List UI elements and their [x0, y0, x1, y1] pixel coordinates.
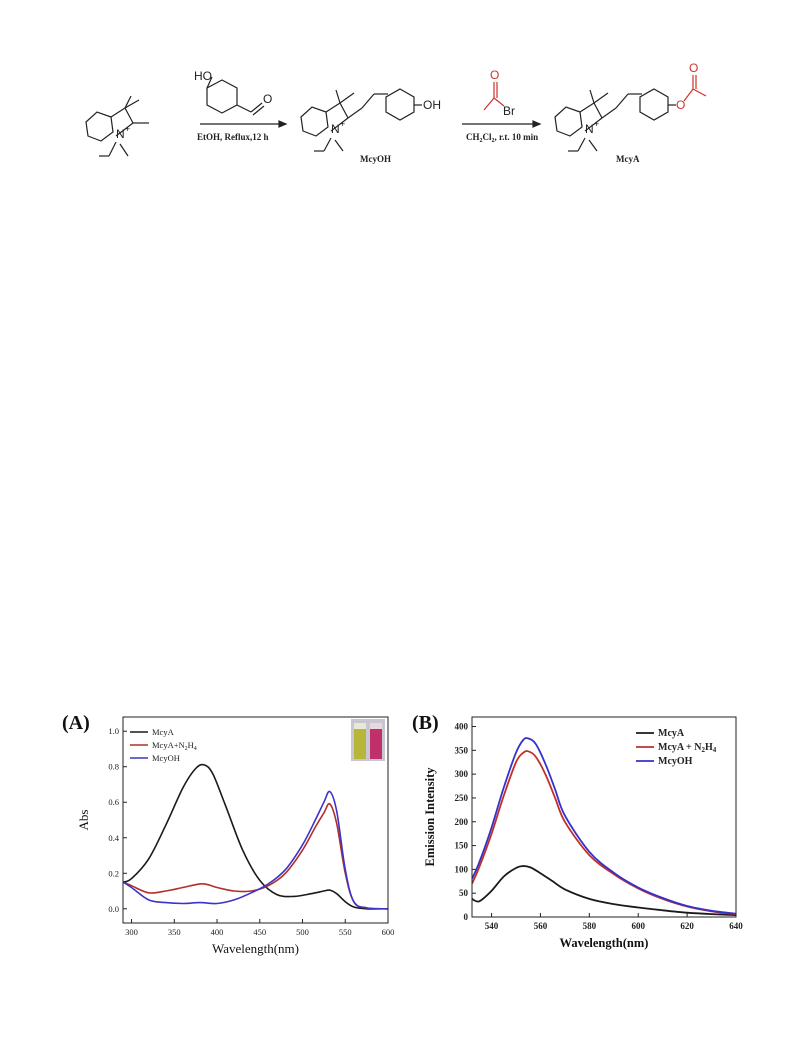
series-line-mcyoh [472, 737, 736, 915]
y-tick-label: 50 [459, 888, 469, 898]
series-line-mcya-n2h4 [123, 802, 388, 910]
absorbance-chart: (A) 300 350 400 450 500 550 600 0.0 0.2 0.4 0.6 0.8… [62, 712, 395, 956]
n-label-2: N [331, 122, 340, 136]
n-label-1: N [116, 127, 125, 141]
cuvette-inset [351, 719, 385, 761]
x-tick-label: 300 [125, 927, 138, 937]
mcyoh-molecule [300, 88, 422, 152]
product2-o2: O [689, 61, 698, 75]
y-tick-label: 300 [455, 769, 469, 779]
y-tick-label: 0.6 [108, 797, 119, 807]
panel-a-label: (A) [62, 712, 90, 734]
legend-label-mcya-n2h4: McyA+N2H4 [152, 740, 197, 752]
legend-label-mcya-n2h4: McyA + N2H4 [658, 742, 717, 754]
legend-label-mcyoh: McyOH [658, 756, 693, 767]
x-axis-label: Wavelength(nm) [212, 941, 299, 956]
condition-1: EtOH, Reflux,12 h [197, 132, 269, 142]
y-tick-label: 250 [455, 793, 469, 803]
acetyl-bromide [483, 82, 505, 111]
cuvette-yellow [354, 723, 366, 759]
x-tick-label: 450 [253, 927, 266, 937]
y-tick-label: 400 [455, 722, 469, 732]
y-tick-label: 0.0 [108, 904, 119, 914]
x-axis-label: Wavelength(nm) [560, 936, 649, 950]
series-line-mcyoh [123, 790, 388, 910]
plus-2: + [340, 119, 345, 129]
y-tick-label: 200 [455, 817, 469, 827]
condition-2: CH2Cl2, r.t. 10 min [466, 132, 538, 144]
legend-label-mcya: McyA [658, 728, 685, 739]
legend: McyA McyA + N2H4 McyOH [636, 728, 717, 767]
plus-3: + [594, 119, 599, 129]
x-tick-label: 640 [729, 921, 743, 931]
x-tick-label: 620 [680, 921, 694, 931]
plus-1: + [125, 124, 130, 134]
x-tick-label: 580 [583, 921, 597, 931]
legend-label-mcya: McyA [152, 727, 175, 737]
y-tick-label: 350 [455, 745, 469, 755]
n-label-3: N [585, 122, 594, 136]
y-tick-label: 0.8 [108, 762, 119, 772]
x-tick-label: 500 [296, 927, 309, 937]
x-tick-label: 350 [168, 927, 181, 937]
hydroxybenzaldehyde [206, 76, 265, 116]
y-axis-label: Abs [76, 810, 91, 831]
y-tick-label: 0.4 [108, 833, 119, 843]
reagent2-br: Br [503, 104, 515, 118]
product1-oh: OH [423, 98, 441, 112]
reagent2-o: O [490, 68, 499, 82]
y-tick-label: 1.0 [108, 726, 119, 736]
series-line-mcya [472, 865, 736, 916]
legend: McyA McyA+N2H4 McyOH [130, 727, 197, 763]
panel-b-label: (B) [412, 712, 439, 734]
y-tick-label: 150 [455, 841, 469, 851]
reagent1-ho: HO [194, 69, 212, 83]
reagent1-o: O [263, 92, 272, 106]
x-tick-label: 540 [485, 921, 499, 931]
product1-name: McyOH [360, 154, 391, 164]
x-tick-label: 600 [631, 921, 645, 931]
x-tick-label: 560 [534, 921, 548, 931]
mcya-molecule [554, 75, 707, 152]
y-tick-label: 100 [455, 864, 469, 874]
x-tick-label: 400 [211, 927, 224, 937]
series-line-mcya-n2h4 [472, 750, 736, 915]
plot-frame [471, 716, 737, 918]
x-tick-label: 600 [382, 927, 395, 937]
x-tick-label: 550 [339, 927, 352, 937]
y-tick-label: 0.2 [108, 868, 119, 878]
y-axis-label: Emission Intensity [423, 767, 437, 867]
plot-frame [122, 716, 389, 924]
legend-label-mcyoh: McyOH [152, 753, 180, 763]
product2-name: McyA [616, 154, 640, 164]
emission-chart: (B) 540 560 580 600 620 640 0 50 100 150 200 250 300… [412, 712, 743, 950]
y-tick-label: 0 [464, 912, 469, 922]
cuvette-pink [370, 723, 382, 759]
reaction-scheme: N + HO O EtOH, Reflux,12 h N + OH McyOH … [85, 61, 707, 164]
product2-o1: O [676, 98, 685, 112]
series-line-mcya [123, 763, 388, 910]
indolium-molecule [85, 95, 149, 157]
